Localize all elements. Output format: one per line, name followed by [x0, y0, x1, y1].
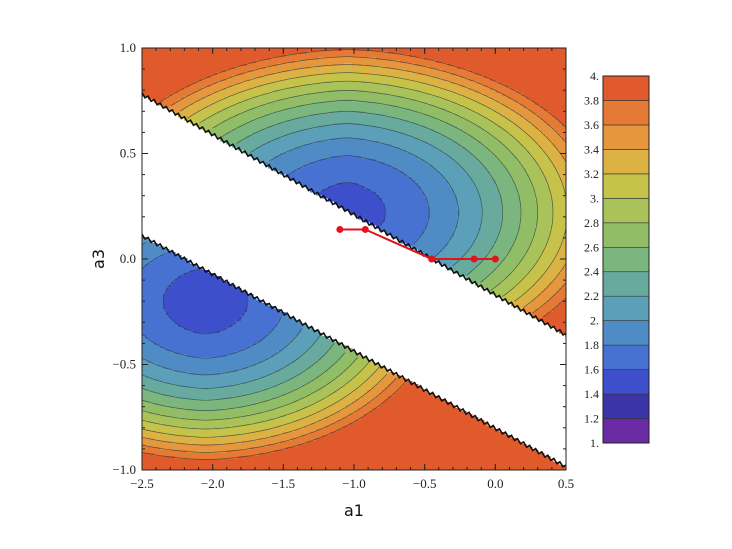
x-tick-label-2: −1.5: [272, 476, 296, 491]
path-point-2: [428, 255, 436, 263]
colorbar-swatch-10: [602, 173, 650, 199]
colorbar-swatch-4: [602, 320, 650, 346]
x-tick-label-5: 0.0: [487, 476, 503, 491]
colorbar-label-13: 3.6: [584, 118, 599, 132]
colorbar-swatch-14: [602, 75, 650, 101]
x-axis-title: a1: [344, 501, 364, 520]
upper-boundary-line: [142, 92, 566, 336]
colorbar-swatch-0: [602, 418, 650, 444]
colorbar-swatch-1: [602, 393, 650, 419]
colorbar-label-7: 2.4: [584, 265, 599, 279]
colorbar-label-4: 1.8: [584, 338, 599, 352]
y-axis-title: a3: [89, 249, 108, 269]
domain-boundary: [142, 92, 566, 468]
colorbar-swatch-2: [602, 369, 650, 395]
colorbar-swatch-12: [602, 124, 650, 150]
y-tick-label-4: 1.0: [120, 40, 136, 55]
path-point-3: [470, 255, 478, 263]
x-tick-label-6: 0.5: [558, 476, 574, 491]
y-tick-label-3: 0.5: [120, 146, 136, 161]
colorbar-label-10: 3.: [590, 191, 599, 205]
colorbar-swatch-11: [602, 149, 650, 175]
contour-fill: [142, 48, 566, 470]
colorbar: 1. 1.2 1.4 1.6 1.8 2. 2.2 2.4 2.6 2.8 3. 3.2 3.4 3.6 3…: [584, 69, 650, 450]
colorbar-swatch-9: [602, 198, 650, 224]
path-point-0: [336, 225, 344, 233]
contour-lines: [142, 49, 566, 460]
x-tick-label-3: −1.0: [342, 476, 366, 491]
colorbar-label-15: 4.: [590, 69, 599, 83]
colorbar-label-3: 1.6: [584, 363, 599, 377]
y-tick-label-0: −1.0: [112, 462, 136, 477]
colorbar-swatch-8: [602, 222, 650, 248]
colorbar-label-5: 2.: [590, 314, 599, 328]
colorbar-label-1: 1.2: [584, 412, 599, 426]
colorbar-label-9: 2.8: [584, 216, 599, 230]
x-tick-label-0: −2.5: [130, 476, 154, 491]
x-axis-ticks: −2.5 −2.0 −1.5 −1.0 −0.5 0.0 0.5: [130, 48, 574, 491]
colorbar-label-11: 3.2: [584, 167, 599, 181]
path-point-1: [361, 225, 369, 233]
colorbar-label-0: 1.: [590, 436, 599, 450]
x-tick-label-4: −0.5: [413, 476, 437, 491]
colorbar-frame: [602, 75, 650, 444]
y-tick-label-1: −0.5: [112, 357, 136, 372]
y-axis-ticks: −1.0 −0.5 0.0 0.5 1.0: [112, 40, 566, 477]
colorbar-label-6: 2.2: [584, 289, 599, 303]
colorbar-label-2: 1.4: [584, 387, 599, 401]
x-tick-label-1: −2.0: [201, 476, 225, 491]
colorbar-swatch-13: [602, 100, 650, 126]
y-tick-label-2: 0.0: [120, 251, 136, 266]
path-point-4: [491, 255, 499, 263]
colorbar-swatch-7: [602, 246, 650, 273]
optimization-path: [336, 225, 499, 263]
colorbar-label-8: 2.6: [584, 240, 599, 254]
colorbar-swatch-6: [602, 271, 650, 297]
colorbar-swatch-5: [602, 295, 650, 321]
contour-line-set: [142, 49, 566, 460]
colorbar-label-14: 3.8: [584, 93, 599, 107]
colorbar-swatch-3: [602, 344, 650, 370]
colorbar-label-12: 3.4: [584, 142, 599, 156]
lower-boundary-line: [142, 233, 566, 468]
